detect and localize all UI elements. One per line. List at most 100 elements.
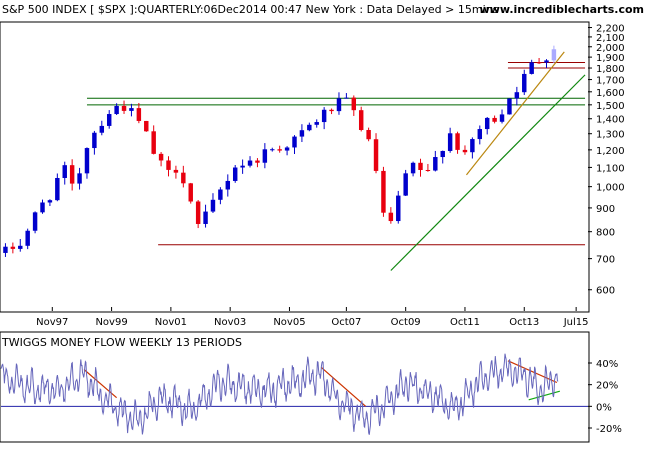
candle-body: [484, 117, 490, 130]
price-y-tick-label: 1,400: [596, 115, 625, 126]
candle-body: [410, 162, 416, 174]
chart-title: S&P 500 INDEX [ $SPX ]:QUARTERLY:06Dec20…: [2, 3, 499, 16]
candle-body: [55, 177, 60, 201]
candle-body: [336, 98, 342, 112]
price-y-tick-label: 700: [596, 255, 615, 266]
price-y-tick-label: 1,700: [596, 76, 625, 87]
price-y-tick-label: 2,000: [596, 43, 625, 54]
candle-body: [321, 109, 327, 123]
price-x-tick-label: Oct11: [450, 317, 480, 328]
candle-body: [462, 149, 468, 153]
candle-body: [403, 173, 408, 196]
candle-body: [314, 122, 319, 125]
site-link[interactable]: www.incrediblecharts.com: [480, 3, 644, 16]
candle-body: [121, 105, 127, 111]
candle-body: [3, 246, 8, 253]
gold-trend-line: [465, 51, 565, 176]
candle-body: [470, 139, 475, 153]
candlestick-series: [3, 45, 557, 257]
price-x-tick-label: Oct09: [391, 317, 421, 328]
indicator-red-trend-line: [507, 360, 558, 384]
green-trend-line: [390, 74, 586, 271]
indicator-y-tick-label: -20%: [596, 424, 622, 435]
candle-body: [507, 98, 512, 115]
candle-body: [166, 160, 171, 170]
price-y-axis: 600 700 800 900 1,000 1,100 1,200 1,300 1,400 1,5…: [588, 24, 625, 297]
candle-body: [195, 201, 201, 224]
candle-body: [514, 92, 520, 99]
candle-body: [270, 149, 275, 151]
candle-body: [136, 108, 142, 121]
indicator-y-axis: -20% 0% 20% 40%: [588, 359, 622, 435]
candle-body: [381, 170, 386, 213]
candle-body: [47, 200, 53, 203]
candle-body: [25, 230, 30, 246]
candle-body: [433, 157, 438, 171]
candle-body: [188, 183, 193, 202]
candle-body: [18, 245, 23, 249]
candle-body: [492, 117, 497, 122]
candle-body: [396, 195, 401, 222]
candle-body: [477, 129, 483, 140]
candle-body: [277, 149, 282, 151]
candle-body: [99, 125, 105, 133]
price-x-axis: Nov97 Nov99 Nov01 Nov03 Nov05 Oct07 Oct09 Oct11…: [36, 307, 589, 328]
candle-body: [173, 169, 179, 173]
price-panel: [0, 21, 590, 313]
candle-body: [529, 62, 534, 74]
candle-body: [32, 212, 38, 231]
price-y-tick-label: 1,900: [596, 53, 625, 64]
candle-body: [106, 114, 112, 126]
price-x-tick-label: Nov03: [214, 317, 246, 328]
candle-body: [551, 49, 557, 61]
money-flow-line: [0, 353, 559, 435]
candle-body: [455, 133, 460, 150]
candle-body: [240, 165, 245, 168]
price-x-tick-label: Jul15: [563, 317, 589, 328]
indicator-y-tick-label: 20%: [596, 381, 618, 392]
price-x-tick-label: Nov05: [273, 317, 305, 328]
candle-body: [158, 153, 164, 161]
candle-body: [10, 246, 16, 249]
price-y-tick-label: 1,800: [596, 64, 625, 75]
price-y-tick-label: 600: [596, 286, 615, 297]
price-y-tick-label: 1,200: [596, 146, 625, 157]
candle-body: [129, 108, 134, 111]
candle-body: [151, 131, 156, 154]
candle-body: [247, 160, 253, 166]
indicator-title: TWIGGS MONEY FLOW WEEKLY 13 PERIODS: [1, 336, 242, 349]
price-y-tick-label: 1,100: [596, 163, 625, 174]
candle-body: [225, 180, 231, 190]
indicator-y-tick-label: 40%: [596, 359, 618, 370]
candle-body: [366, 129, 371, 140]
candle-body: [284, 147, 290, 151]
candle-body: [84, 148, 90, 174]
price-x-tick-label: Nov01: [155, 317, 187, 328]
candle-body: [522, 73, 527, 93]
candle-body: [292, 136, 297, 148]
price-y-tick-label: 1,000: [596, 183, 625, 194]
candle-body: [114, 105, 119, 115]
candle-body: [92, 132, 97, 149]
candle-body: [536, 62, 542, 64]
price-y-tick-label: 1,600: [596, 88, 625, 99]
candle-body: [440, 150, 445, 158]
candle-body: [307, 124, 312, 131]
indicator-y-tick-label: 0%: [596, 402, 612, 413]
candle-body: [218, 189, 223, 200]
price-x-tick-label: Nov97: [36, 317, 68, 328]
candle-body: [544, 60, 549, 63]
price-y-tick-label: 800: [596, 228, 615, 239]
candle-body: [262, 149, 268, 163]
price-y-tick-label: 1,500: [596, 101, 625, 112]
candle-body: [358, 110, 364, 130]
candle-body: [447, 133, 453, 151]
price-y-tick-label: 2,200: [596, 24, 625, 35]
candle-body: [232, 167, 238, 181]
candle-body: [62, 165, 67, 178]
candle-body: [77, 173, 82, 184]
candle-body: [418, 162, 423, 170]
indicator-red-trend-line: [320, 366, 367, 407]
candle-body: [499, 114, 505, 122]
